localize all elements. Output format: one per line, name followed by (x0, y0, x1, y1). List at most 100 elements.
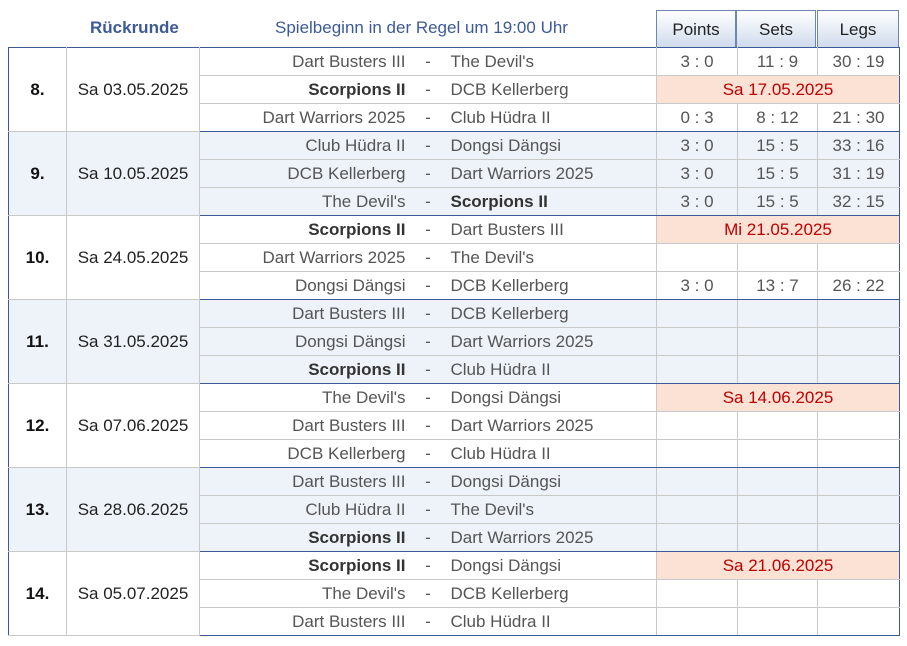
match-separator: - (405, 383, 451, 412)
points-result: 0 : 3 (656, 103, 738, 132)
match-separator: - (405, 243, 451, 272)
round-date: Sa 28.06.2025 (66, 467, 200, 552)
points-result (656, 607, 738, 636)
away-team: Club Hüdra II (450, 103, 657, 132)
points-result: 3 : 0 (656, 47, 738, 76)
points-result: 3 : 0 (656, 271, 738, 300)
table-row: 10. Sa 24.05.2025 Scorpions II - Dart Buster… (8, 215, 900, 300)
legs-result (817, 411, 900, 440)
sets-result: 15 : 5 (737, 159, 818, 188)
match-separator: - (405, 551, 451, 580)
round-number: 13. (8, 467, 67, 552)
home-team: The Devil's (199, 383, 406, 412)
away-team: Dart Warriors 2025 (450, 523, 657, 552)
table-row: Dongsi Dängsi - Dart Warriors 2025 (9, 327, 900, 356)
match-separator: - (405, 523, 451, 552)
away-team: Dongsi Dängsi (450, 467, 657, 496)
sets-result (737, 411, 818, 440)
sets-result (737, 355, 818, 384)
match-separator: - (405, 327, 451, 356)
points-result (656, 355, 738, 384)
home-team: The Devil's (199, 579, 406, 608)
home-team: Scorpions II (199, 355, 406, 384)
table-row: 8. Sa 03.05.2025 Dart Busters III - The Devi… (8, 47, 900, 132)
home-team: Dart Busters III (199, 607, 406, 636)
legs-result (817, 299, 900, 328)
points-result (656, 411, 738, 440)
away-team: Club Hüdra II (450, 439, 657, 468)
match-separator: - (405, 495, 451, 524)
points-result (656, 495, 738, 524)
postponed-date: Sa 14.06.2025 (656, 383, 900, 412)
round-date: Sa 31.05.2025 (66, 299, 200, 384)
section-title: Rückrunde (90, 18, 179, 37)
table-row: Scorpions II - Club Hüdra II (9, 355, 900, 384)
round-date: Sa 07.06.2025 (66, 383, 200, 468)
match-separator: - (405, 131, 451, 160)
match-separator: - (405, 579, 451, 608)
table-row: 12. Sa 07.06.2025 The Devil's - Dongsi Dängs… (8, 383, 900, 468)
away-team: Dongsi Dängsi (450, 131, 657, 160)
table-row: Dart Warriors 2025- The Devil's (9, 243, 900, 272)
legs-result (817, 439, 900, 468)
away-team: DCB Kellerberg (450, 75, 657, 104)
away-team: DCB Kellerberg (450, 299, 657, 328)
postponed-date: Sa 21.06.2025 (656, 551, 900, 580)
away-team: Club Hüdra II (450, 607, 657, 636)
legs-result: 31 : 19 (817, 159, 900, 188)
home-team: Dongsi Dängsi (199, 271, 406, 300)
match-separator: - (405, 187, 451, 216)
table-row: The Devil's - DCB Kellerberg (9, 579, 900, 608)
legs-result: 32 : 15 (817, 187, 900, 216)
home-team: Scorpions II (199, 551, 406, 580)
sets-result (737, 607, 818, 636)
sets-result (737, 327, 818, 356)
away-team: DCB Kellerberg (450, 271, 657, 300)
home-team: DCB Kellerberg (199, 159, 406, 188)
legs-result (817, 467, 900, 496)
home-team: Club Hüdra II (199, 131, 406, 160)
table-row: Club Hüdra II - The Devil's (9, 495, 900, 524)
away-team: DCB Kellerberg (450, 579, 657, 608)
home-team: Dongsi Dängsi (199, 327, 406, 356)
sets-result (737, 467, 818, 496)
fixture-table: 8. Sa 03.05.2025 Dart Busters III - The Devi… (8, 47, 900, 636)
round-number: 12. (8, 383, 67, 468)
fixture-rows: 8. Sa 03.05.2025 Dart Busters III - The Devi… (8, 47, 900, 636)
points-result (656, 523, 738, 552)
column-header-sets: Sets (736, 10, 816, 47)
home-team: The Devil's (199, 187, 406, 216)
away-team: The Devil's (450, 47, 657, 76)
home-team: Club Hüdra II (199, 495, 406, 524)
column-header-legs: Legs (817, 10, 899, 47)
home-team: Dart Busters III (199, 411, 406, 440)
points-result (656, 579, 738, 608)
away-team: Dart Warriors 2025 (450, 411, 657, 440)
table-row: DCB Kellerberg - Dart Warriors 2025 3 : 0 15… (9, 159, 900, 188)
points-result (656, 299, 738, 328)
home-team: Dart Busters III (199, 467, 406, 496)
sets-result: 13 : 7 (737, 271, 818, 300)
match-separator: - (405, 159, 451, 188)
away-team: Dart Warriors 2025 (450, 327, 657, 356)
match-separator: - (405, 75, 451, 104)
postponed-date: Sa 17.05.2025 (656, 75, 900, 104)
legs-result (817, 579, 900, 608)
legs-result (817, 523, 900, 552)
match-separator: - (405, 215, 451, 244)
legs-result (817, 495, 900, 524)
table-row: 11. Sa 31.05.2025 Dart Busters III - DCB Kel… (8, 299, 900, 384)
sets-result: 15 : 5 (737, 131, 818, 160)
round-date: Sa 05.07.2025 (66, 551, 200, 636)
match-separator: - (405, 299, 451, 328)
points-result: 3 : 0 (656, 187, 738, 216)
points-result (656, 439, 738, 468)
legs-result: 26 : 22 (817, 271, 900, 300)
sets-result (737, 299, 818, 328)
table-row: The Devil's - Scorpions II 3 : 0 15 : 5 32 : … (9, 187, 900, 216)
start-time-note: Spielbeginn in der Regel um 19:00 Uhr (275, 18, 568, 37)
points-result: 3 : 0 (656, 159, 738, 188)
home-team: Dart Busters III (199, 47, 406, 76)
table-row: 14. Sa 05.07.2025 Scorpions II - Dongsi Däng… (8, 551, 900, 636)
